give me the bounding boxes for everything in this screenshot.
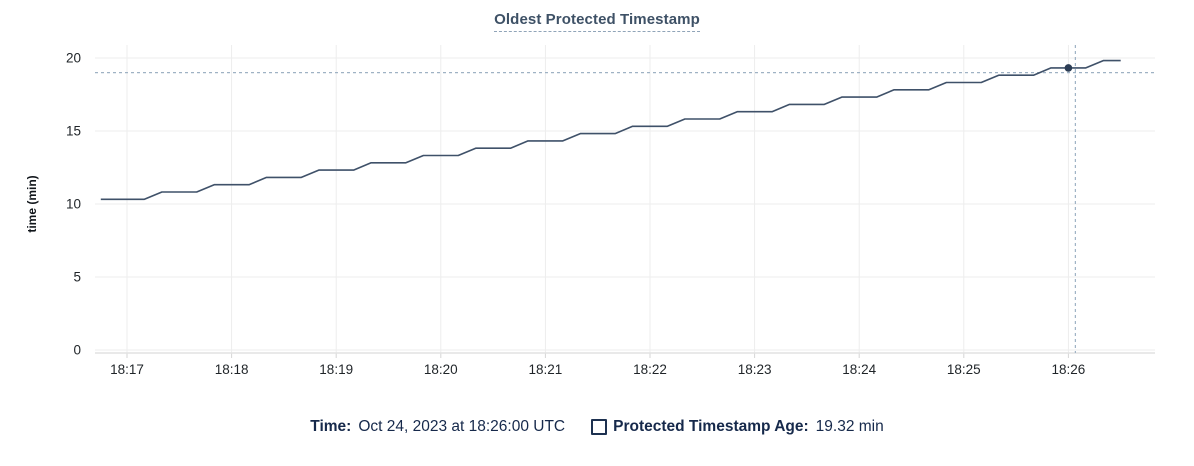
y-tick-label: 15 [66, 124, 81, 139]
x-tick-label: 18:25 [947, 362, 981, 377]
legend-series-value: 19.32 min [815, 418, 884, 435]
x-tick-label: 18:22 [633, 362, 667, 377]
x-tick-label: 18:20 [424, 362, 458, 377]
x-tick-label: 18:26 [1052, 362, 1086, 377]
legend-checkbox-icon [591, 419, 608, 435]
chart-footer-legend: Time: Oct 24, 2023 at 18:26:00 UTC Prote… [0, 418, 1194, 436]
series-line [100, 59, 1121, 201]
legend-series-label: Protected Timestamp Age: [613, 418, 809, 435]
legend-item-protected-timestamp-age[interactable]: Protected Timestamp Age: 19.32 min [591, 418, 884, 436]
time-readout: Time: Oct 24, 2023 at 18:26:00 UTC [310, 418, 565, 436]
x-tick-label: 18:23 [738, 362, 772, 377]
time-readout-value: Oct 24, 2023 at 18:26:00 UTC [358, 418, 566, 435]
hover-point-dot [1064, 64, 1073, 72]
chart-title[interactable]: Oldest Protected Timestamp [494, 11, 700, 32]
x-tick-label: 18:18 [215, 362, 249, 377]
x-tick-label: 18:19 [319, 362, 353, 377]
x-tick-label: 18:21 [529, 362, 563, 377]
time-readout-label: Time: [310, 418, 352, 435]
y-tick-label: 20 [66, 51, 81, 66]
y-tick-label: 5 [73, 270, 81, 285]
y-tick-label: 10 [66, 197, 81, 212]
chart-header: Oldest Protected Timestamp [0, 11, 1194, 32]
x-tick-label: 18:24 [842, 362, 876, 377]
y-tick-label: 0 [73, 343, 81, 358]
x-tick-label: 18:17 [110, 362, 144, 377]
